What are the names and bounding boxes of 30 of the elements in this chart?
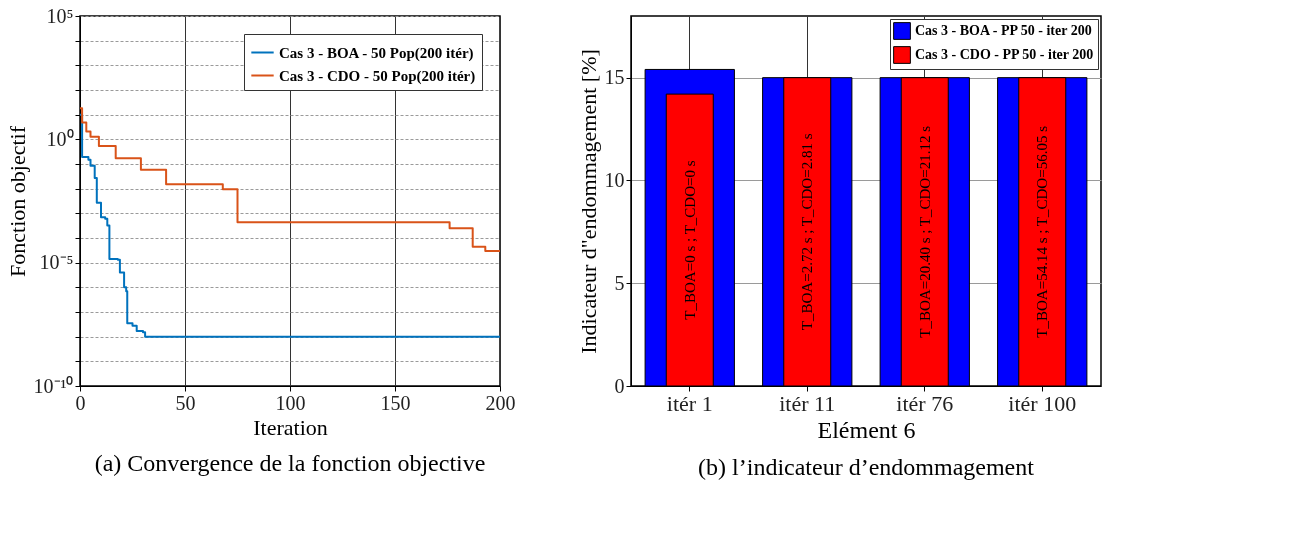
legend-label: Cas 3 - BOA - 50 Pop(200 itér) [279, 44, 474, 62]
y-axis-title: Indicateur d"endommagement [%] [575, 49, 601, 354]
annotation: T_BOA=2.72 s ; T_CDO=2.81 s [799, 133, 816, 331]
x-tick-label: 200 [485, 391, 516, 414]
text: (a) Convergence de la fonction objective [94, 450, 486, 476]
legend-label: Cas 3 - CDO - 50 Pop(200 itér) [279, 67, 476, 85]
x-tick-label: itér 1 [666, 390, 713, 416]
annotation: T_BOA=20.40 s ; T_CDO=21.12 s [916, 125, 933, 338]
text: (b) l’indicateur d’endommagement [698, 454, 1035, 480]
x-tick-label: itér 100 [1008, 390, 1077, 416]
x-tick-label: 100 [275, 391, 306, 414]
x-tick-label: 50 [175, 391, 196, 414]
x-axis-title: Elément 6 [817, 416, 916, 443]
y-tick-label: 5 [614, 271, 625, 294]
y-tick-label: 15 [604, 66, 625, 89]
y-tick-label: 10 [604, 168, 625, 191]
annotation: T_BOA=54.14 s ; T_CDO=56.05 s [1034, 125, 1051, 338]
y-tick-label: 10⁰ [46, 127, 74, 150]
annotation: T_BOA=0 s ; T_CDO=0 s [681, 160, 698, 320]
x-axis-title: Iteration [253, 414, 328, 440]
y-tick-label: 10⁻⁵ [39, 251, 74, 274]
y-axis-title: Fonction objectif [4, 125, 30, 277]
x-tick-label: itér 11 [779, 390, 836, 416]
y-tick-label: 10⁻¹⁰ [33, 374, 74, 397]
y-tick-label: 10⁵ [46, 4, 74, 27]
legend-label: Cas 3 - BOA - PP 50 - iter 200 [915, 23, 1092, 38]
x-tick-label: itér 76 [896, 390, 954, 416]
y-tick-label: 0 [614, 374, 625, 397]
legend-label: Cas 3 - CDO - PP 50 - iter 200 [915, 47, 1094, 62]
x-tick-label: 150 [380, 391, 411, 414]
